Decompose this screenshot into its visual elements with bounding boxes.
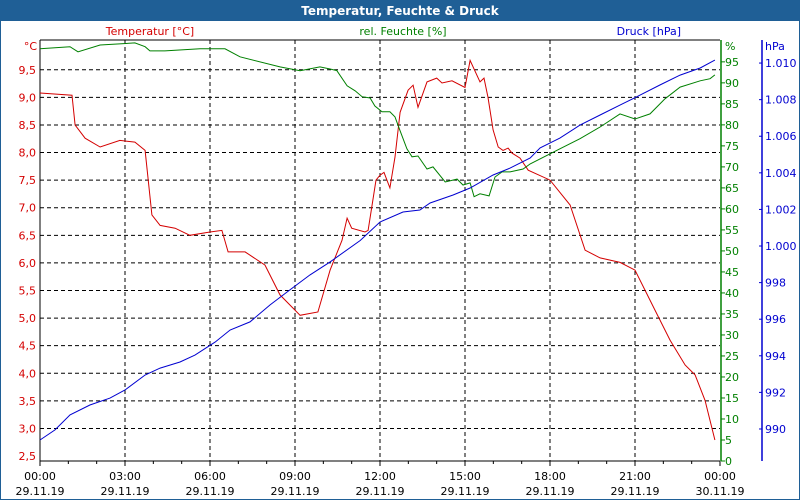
x-tick-label-date: 29.11.19	[526, 485, 575, 498]
humidity-tick-label: 0	[725, 455, 732, 468]
temperature-tick-label: 6,5	[19, 229, 37, 242]
x-tick-label-time: 09:00	[279, 470, 311, 483]
humidity-tick-label: 20	[725, 371, 739, 384]
pressure-line	[39, 59, 716, 441]
humidity-tick-label: 30	[725, 329, 739, 342]
pressure-tick-label: 1.000	[765, 240, 797, 253]
x-tick-label-time: 12:00	[364, 470, 396, 483]
humidity-line	[39, 42, 716, 198]
pressure-axis-title: Druck [hPa]	[617, 25, 681, 38]
x-tick-label-date: 29.11.19	[356, 485, 405, 498]
pressure-tick-label: 998	[765, 277, 786, 290]
x-tick-label-date: 29.11.19	[186, 485, 235, 498]
pressure-tick-label: 1.010	[765, 57, 797, 70]
humidity-tick-label: 40	[725, 287, 739, 300]
x-tick-label-date: 29.11.19	[101, 485, 150, 498]
x-tick-label-time: 15:00	[449, 470, 481, 483]
temperature-tick-label: 7,5	[19, 174, 37, 187]
x-tick-label-time: 06:00	[194, 470, 226, 483]
temperature-unit-label: °C	[24, 40, 38, 53]
humidity-tick-label: 15	[725, 392, 739, 405]
x-tick-label-date: 29.11.19	[611, 485, 660, 498]
temperature-tick-label: 3,0	[19, 422, 37, 435]
humidity-axis-title: rel. Feuchte [%]	[359, 25, 446, 38]
temperature-tick-label: 8,5	[19, 119, 37, 132]
humidity-tick-label: 25	[725, 350, 739, 363]
x-tick-label-date: 29.11.19	[441, 485, 490, 498]
humidity-tick-label: 5	[725, 434, 732, 447]
temperature-tick-label: 4,0	[19, 367, 37, 380]
humidity-tick-label: 90	[725, 77, 739, 90]
x-tick-label-date: 29.11.19	[16, 485, 65, 498]
humidity-tick-label: 60	[725, 203, 739, 216]
temperature-tick-label: 6,0	[19, 257, 37, 270]
pressure-tick-label: 1.002	[765, 203, 797, 216]
humidity-tick-label: 55	[725, 224, 739, 237]
x-tick-label-time: 21:00	[619, 470, 651, 483]
pressure-tick-label: 990	[765, 423, 786, 436]
temperature-tick-label: 4,5	[19, 340, 37, 353]
temperature-tick-label: 5,0	[19, 312, 37, 325]
humidity-tick-label: 10	[725, 413, 739, 426]
humidity-tick-label: 80	[725, 119, 739, 132]
x-tick-label-time: 00:00	[704, 470, 736, 483]
x-tick-label-date: 30.11.19	[696, 485, 745, 498]
temperature-tick-label: 5,5	[19, 285, 37, 298]
pressure-tick-label: 1.008	[765, 94, 797, 107]
humidity-unit-label: %	[725, 40, 735, 53]
temperature-tick-label: 7,0	[19, 202, 37, 215]
pressure-tick-label: 992	[765, 386, 786, 399]
humidity-tick-label: 50	[725, 245, 739, 258]
x-tick-label-time: 18:00	[534, 470, 566, 483]
temperature-tick-label: 9,5	[19, 64, 37, 77]
x-tick-label-date: 29.11.19	[271, 485, 320, 498]
pressure-tick-label: 1.006	[765, 130, 797, 143]
humidity-tick-label: 75	[725, 140, 739, 153]
temperature-tick-label: 9,0	[19, 91, 37, 104]
x-tick-label-time: 03:00	[109, 470, 141, 483]
pressure-unit-label: hPa	[765, 40, 785, 53]
temperature-line	[39, 58, 716, 441]
temperature-tick-label: 8,0	[19, 147, 37, 160]
x-tick-label-time: 00:00	[24, 470, 56, 483]
humidity-tick-label: 95	[725, 56, 739, 69]
humidity-tick-label: 65	[725, 182, 739, 195]
temperature-tick-label: 2,5	[19, 450, 37, 463]
window-title: Temperatur, Feuchte & Druck	[1, 1, 799, 21]
temperature-axis-title: Temperatur [°C]	[105, 25, 194, 38]
humidity-tick-label: 70	[725, 161, 739, 174]
humidity-tick-label: 85	[725, 98, 739, 111]
humidity-tick-label: 45	[725, 266, 739, 279]
temperature-tick-label: 3,5	[19, 395, 37, 408]
pressure-tick-label: 994	[765, 350, 786, 363]
pressure-tick-label: 1.004	[765, 167, 797, 180]
humidity-tick-label: 35	[725, 308, 739, 321]
pressure-tick-label: 996	[765, 313, 786, 326]
